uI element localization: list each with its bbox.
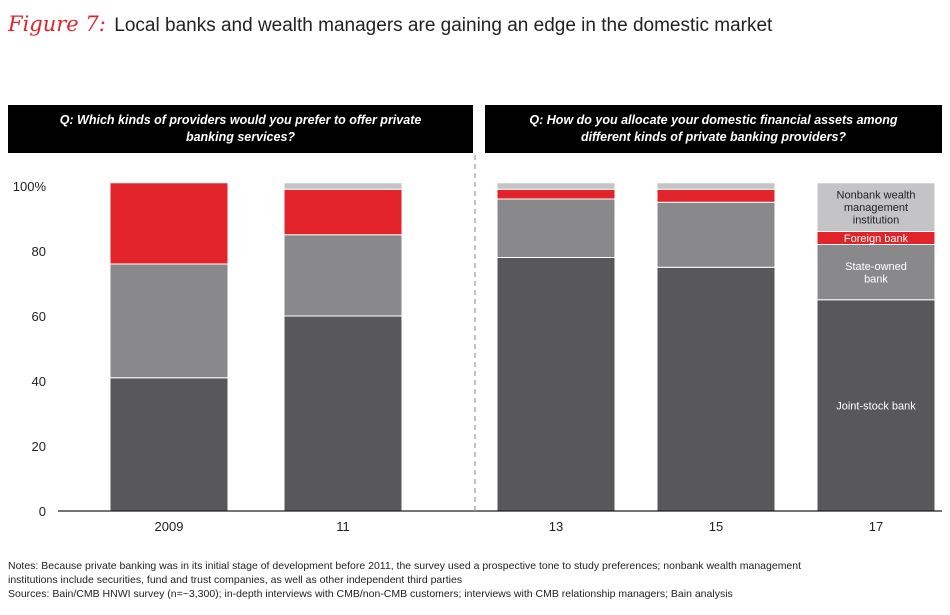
bar-segment — [109, 263, 229, 379]
bar-segment — [816, 299, 936, 512]
bar-segment — [656, 266, 776, 512]
x-tick-label: 17 — [869, 519, 883, 534]
x-tick-label: 13 — [549, 519, 563, 534]
series-label: Nonbank wealth management institution — [837, 190, 916, 227]
bar-segment — [109, 377, 229, 512]
bar-segment — [496, 182, 616, 190]
y-tick-label: 100% — [13, 179, 47, 194]
notes-block: Notes: Because private banking was in it… — [8, 559, 943, 601]
figure-title: Figure 7: Local banks and wealth manager… — [8, 12, 938, 46]
x-tick-label: 2009 — [155, 519, 184, 534]
bar-segment — [283, 315, 403, 512]
y-tick-label: 80 — [32, 244, 46, 259]
sources-line: Sources: Bain/CMB HNWI survey (n=~3,300)… — [8, 588, 733, 600]
bar-segment — [283, 188, 403, 236]
bar-segment — [496, 257, 616, 512]
x-tick-label: 11 — [336, 519, 350, 534]
y-tick-label: 60 — [32, 309, 46, 324]
series-label: Joint-stock bank — [836, 400, 916, 412]
bar-segment — [109, 182, 229, 265]
notes-line-1: Notes: Because private banking was in it… — [8, 560, 802, 572]
y-tick-label: 40 — [32, 374, 46, 389]
stacked-bar-chart: 0 20 40 60 80 100% 2009 11 13 15 17 Joint-stock ban… — [13, 155, 942, 534]
notes-line-2: institutions include securities, fund an… — [8, 574, 463, 586]
series-label: Foreign bank — [844, 233, 909, 245]
bar-segment — [816, 244, 936, 301]
bar-segment — [656, 201, 776, 268]
bar-segment — [496, 198, 616, 258]
bar-segment — [283, 234, 403, 317]
y-tick-label: 20 — [32, 439, 46, 454]
bar-segment — [496, 188, 616, 200]
bar-segment — [656, 182, 776, 190]
figure-title-text: Local banks and wealth managers are gain… — [114, 15, 773, 36]
figure-label: Figure 7: — [8, 12, 106, 36]
bar-segment — [656, 188, 776, 203]
x-tick-label: 15 — [709, 519, 723, 534]
series-label: State-owned bank — [845, 261, 907, 286]
question-left-banner: Q: Which kinds of providers would you pr… — [8, 105, 473, 153]
question-right-banner: Q: How do you allocate your domestic fin… — [485, 105, 942, 153]
y-tick-label: 0 — [39, 504, 46, 519]
bar-segment — [283, 182, 403, 190]
bar-segment — [816, 182, 936, 232]
